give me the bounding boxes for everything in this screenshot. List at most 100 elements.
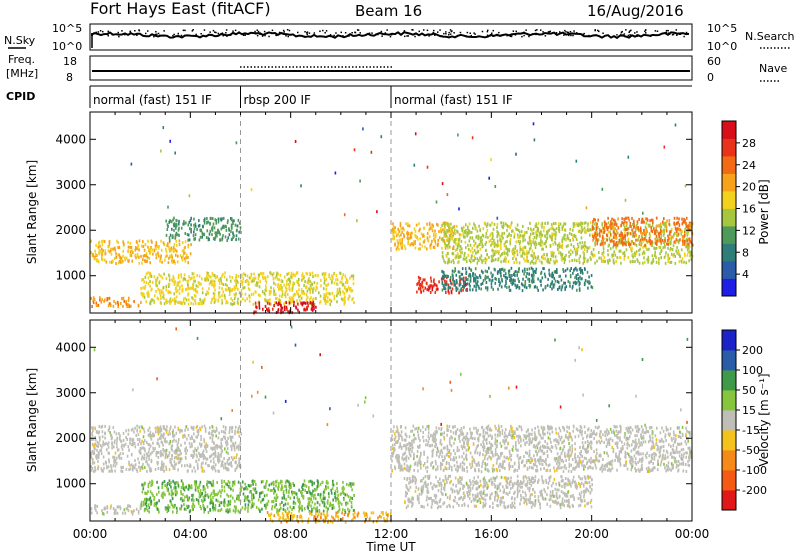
heatmap-cell: [167, 224, 169, 228]
heatmap-cell: [571, 286, 574, 290]
heatmap-cell: [634, 242, 636, 246]
heatmap-cell: [598, 251, 600, 254]
heatmap-cell: [639, 226, 642, 230]
heatmap-cell: [511, 249, 513, 253]
heatmap-cell: [157, 438, 159, 442]
heatmap-cell: [258, 306, 261, 310]
heatmap-cell: [664, 222, 667, 226]
heatmap-cell: [346, 281, 349, 284]
heatmap-cell: [410, 242, 413, 246]
heatmap-cell: [200, 228, 203, 232]
heatmap-cell: [166, 425, 168, 429]
heatmap-cell: [261, 290, 264, 294]
heatmap-cell: [493, 253, 496, 256]
nsearch-point: [540, 29, 542, 31]
heatmap-cell: [560, 278, 563, 282]
heatmap-cell: [108, 296, 111, 300]
heatmap-cell: [564, 286, 566, 290]
nsearch-point: [667, 32, 670, 34]
heatmap-cell: [186, 233, 189, 237]
heatmap-cell: [476, 257, 479, 261]
heatmap-cell: [457, 241, 459, 245]
heatmap-cell: [92, 437, 95, 441]
heatmap-cell: [236, 300, 239, 304]
heatmap-cell: [521, 254, 523, 258]
heatmap-cell: [230, 461, 232, 465]
heatmap-cell: [170, 246, 172, 250]
heatmap-cell: [537, 288, 539, 292]
heatmap-cell: [204, 456, 206, 460]
heatmap-cell: [186, 463, 188, 467]
heatmap-cell: [327, 300, 329, 304]
y-tick-label: 1000: [55, 269, 86, 283]
heatmap-cell: [561, 226, 563, 230]
heatmap-cell: [447, 285, 450, 289]
heatmap-cell: [319, 301, 321, 305]
heatmap-cell: [185, 425, 188, 429]
heatmap-cell: [548, 261, 551, 265]
heatmap-cell: [222, 290, 224, 294]
heatmap-cell: [305, 293, 308, 297]
heatmap-cell: [313, 305, 315, 308]
heatmap-cell: [263, 292, 266, 295]
heatmap-cell: [128, 460, 130, 464]
heatmap-cell: [606, 233, 608, 237]
heatmap-cell: [607, 261, 609, 265]
heatmap-cell: [618, 234, 621, 238]
heatmap-cell: [96, 254, 98, 257]
heatmap-cell: [476, 280, 479, 284]
colorbar-tick-label: 12: [742, 224, 756, 237]
heatmap-cell: [94, 435, 96, 439]
heatmap-cell: [129, 463, 131, 467]
heatmap-cell: [122, 296, 125, 300]
heatmap-cell: [505, 279, 507, 283]
heatmap-cell: [286, 278, 289, 282]
heatmap-cell: [143, 447, 146, 451]
heatmap-cell: [185, 256, 187, 260]
heatmap-cell: [285, 301, 288, 305]
heatmap-cell: [686, 227, 689, 231]
heatmap-cell: [426, 288, 428, 291]
heatmap-cell: [441, 288, 444, 292]
nsearch-point: [271, 29, 274, 32]
heatmap-cell: [572, 271, 574, 275]
heatmap-cell: [422, 278, 425, 282]
heatmap-cell: [237, 444, 239, 448]
heatmap-cell: [453, 240, 456, 244]
heatmap-cell: [292, 273, 294, 277]
heatmap-cell: [250, 273, 252, 277]
heatmap-cell: [264, 276, 266, 280]
heatmap-cell: [448, 291, 450, 295]
heatmap-cell: [607, 244, 610, 248]
heatmap-cell: [399, 224, 402, 228]
heatmap-cell: [499, 234, 501, 238]
heatmap-cell: [175, 449, 177, 453]
heatmap-cell: [173, 280, 175, 284]
heatmap-cell: [479, 236, 481, 240]
heatmap-cell: [191, 286, 193, 290]
heatmap-cell: [125, 467, 128, 471]
heatmap-cell: [220, 227, 223, 231]
heatmap-cell: [90, 296, 92, 300]
velocity-cells: [90, 325, 693, 524]
heatmap-cell: [139, 451, 141, 455]
heatmap-cell: [676, 227, 679, 231]
heatmap-cell: [146, 454, 149, 458]
heatmap-cell: [289, 282, 291, 286]
heatmap-cell: [130, 428, 133, 432]
heatmap-cell: [533, 242, 536, 246]
heatmap-cell: [688, 250, 690, 254]
heatmap-cell: [502, 259, 505, 263]
heatmap-cell: [220, 464, 223, 468]
heatmap-cell: [542, 254, 544, 258]
heatmap-cell: [229, 426, 231, 430]
heatmap-cell: [92, 451, 95, 455]
heatmap-cell: [186, 279, 188, 283]
heatmap-cell: [347, 495, 350, 499]
heatmap-cell: [170, 253, 173, 257]
heatmap-cell: [117, 455, 120, 458]
heatmap-cell: [193, 275, 195, 279]
heatmap-cell: [464, 257, 466, 261]
heatmap-cell: [90, 452, 92, 456]
heatmap-cell: [312, 290, 314, 294]
